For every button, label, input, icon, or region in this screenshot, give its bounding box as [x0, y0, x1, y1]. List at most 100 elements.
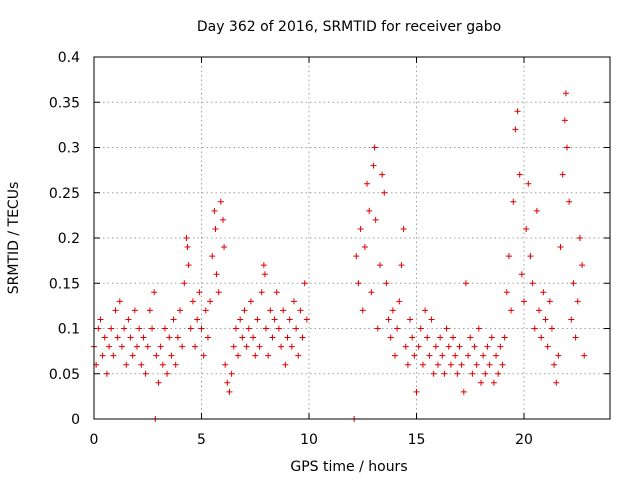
data-point: [196, 289, 203, 296]
y-tick-label: 0.4: [58, 50, 80, 66]
data-point: [503, 289, 510, 296]
y-tick-label: 0: [71, 412, 80, 428]
data-point: [258, 289, 265, 296]
data-point: [273, 289, 280, 296]
data-point: [239, 334, 246, 341]
data-point: [568, 316, 575, 323]
data-point: [548, 325, 555, 332]
data-point: [555, 352, 562, 359]
data-point: [561, 117, 568, 124]
data-point: [194, 316, 201, 323]
data-point: [209, 253, 216, 260]
data-point: [245, 325, 252, 332]
data-point: [480, 352, 487, 359]
data-point: [357, 225, 364, 232]
x-tick-labels: 0 5 10 15 20: [90, 432, 533, 448]
data-point: [419, 361, 426, 368]
data-point: [576, 235, 583, 241]
data-point: [516, 171, 523, 178]
data-point: [177, 307, 183, 314]
data-point: [478, 379, 484, 386]
x-tick-label: 10: [300, 432, 318, 448]
data-point: [295, 352, 302, 359]
data-point: [185, 262, 192, 269]
data-point: [383, 280, 390, 287]
data-point: [501, 334, 508, 341]
data-point: [293, 325, 300, 332]
data-point: [475, 325, 482, 332]
data-point: [497, 343, 504, 350]
x-axis-label: GPS time / hours: [290, 459, 407, 475]
data-point: [265, 352, 272, 359]
data-point: [542, 316, 549, 323]
data-point: [151, 289, 158, 296]
data-point: [226, 388, 233, 395]
data-point: [484, 343, 491, 350]
data-point: [118, 343, 125, 350]
data-point: [261, 271, 268, 278]
data-point: [301, 280, 308, 287]
data-point: [275, 325, 282, 332]
data-point: [465, 352, 472, 359]
data-point: [235, 352, 242, 359]
data-point: [297, 307, 304, 314]
data-point: [204, 334, 211, 341]
data-point: [572, 334, 579, 341]
y-tick-label: 0.3: [58, 141, 80, 157]
data-point: [443, 325, 450, 332]
data-point: [303, 316, 310, 323]
data-point: [192, 343, 199, 350]
data-point: [217, 198, 224, 205]
data-point: [512, 126, 519, 133]
data-point: [189, 298, 196, 305]
x-tick-label: 5: [197, 432, 206, 448]
data-point: [546, 298, 553, 305]
data-points: [91, 90, 588, 422]
data-point: [486, 361, 493, 368]
data-point: [125, 316, 132, 323]
data-point: [114, 334, 121, 341]
data-point: [508, 307, 515, 314]
data-point: [140, 334, 147, 341]
data-point: [435, 361, 441, 368]
data-point: [368, 289, 375, 296]
data-point: [387, 334, 394, 341]
data-point: [544, 343, 551, 350]
data-point: [581, 352, 588, 359]
data-point: [179, 343, 186, 350]
data-point: [286, 316, 293, 323]
data-point: [299, 334, 306, 341]
data-point: [540, 289, 547, 296]
data-point: [254, 316, 261, 323]
data-point: [400, 225, 407, 232]
data-point: [181, 280, 188, 287]
data-point: [184, 244, 191, 251]
data-point: [456, 343, 463, 350]
data-point: [155, 379, 162, 386]
data-point: [250, 334, 257, 341]
data-point: [247, 298, 254, 305]
data-point: [409, 334, 416, 341]
data-point: [467, 334, 474, 341]
grid-lines: [94, 57, 610, 419]
data-point: [559, 171, 566, 178]
data-point: [392, 352, 398, 359]
data-point: [374, 325, 381, 332]
data-point: [364, 180, 371, 187]
data-point: [243, 343, 250, 350]
data-point: [168, 352, 175, 359]
data-point: [95, 325, 102, 332]
data-point: [116, 298, 123, 305]
data-point: [263, 325, 269, 332]
data-point: [220, 216, 226, 223]
data-point: [404, 361, 411, 368]
data-point: [183, 235, 190, 241]
data-point: [123, 361, 130, 368]
data-point: [447, 361, 454, 368]
data-point: [97, 316, 104, 323]
data-point: [514, 108, 521, 115]
data-point: [280, 307, 287, 314]
data-point: [211, 207, 218, 214]
data-point: [566, 198, 573, 205]
